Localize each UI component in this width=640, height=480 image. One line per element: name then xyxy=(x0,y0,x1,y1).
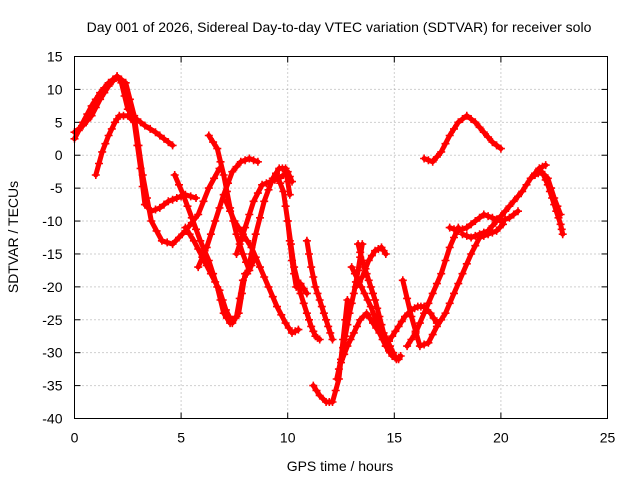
x-tick-label: 20 xyxy=(493,430,509,446)
series-arc-27 xyxy=(535,164,567,239)
y-tick-label: 0 xyxy=(55,147,63,163)
x-tick-label: 5 xyxy=(177,430,185,446)
series-arc-13 xyxy=(302,236,337,344)
y-tick-label: -10 xyxy=(42,213,62,229)
y-tick-label: 10 xyxy=(47,81,63,97)
series-arc-22 xyxy=(403,223,463,351)
grid xyxy=(74,56,608,419)
series-markers xyxy=(70,72,224,249)
series-markers xyxy=(181,223,250,328)
series-arc-3 xyxy=(70,72,224,249)
x-tick-label: 0 xyxy=(71,430,79,446)
series-arc-12 xyxy=(283,217,324,344)
x-tick-label: 10 xyxy=(280,430,296,446)
series-markers xyxy=(403,223,463,351)
x-tick-label: 25 xyxy=(600,430,616,446)
series-markers xyxy=(354,240,405,364)
x-tick-label: 15 xyxy=(387,430,403,446)
y-tick-label: -20 xyxy=(42,279,62,295)
y-axis-label: SDTVAR / TECUs xyxy=(5,181,21,293)
series-line xyxy=(206,133,257,273)
chart-title: Day 001 of 2026, Sidereal Day-to-day VTE… xyxy=(87,19,592,35)
y-tick-label: -15 xyxy=(42,246,62,262)
series-arc-5 xyxy=(181,223,250,328)
series-line xyxy=(172,172,246,326)
series-markers xyxy=(194,154,262,272)
plot-frame xyxy=(74,56,608,419)
x-axis-ticks: 0 5 10 15 20 25 xyxy=(71,56,616,446)
series-arc-24 xyxy=(445,207,522,235)
y-tick-label: -40 xyxy=(42,411,62,427)
data-series xyxy=(70,72,567,406)
series-arc-6 xyxy=(194,154,262,272)
series-arc-19 xyxy=(354,240,405,364)
y-axis-ticks: -40 -35 -30 -25 -20 -15 -10 -5 0 5 10 15 xyxy=(42,49,608,427)
x-axis-label: GPS time / hours xyxy=(287,458,394,474)
y-tick-label: -25 xyxy=(42,312,62,328)
series-arc-23 xyxy=(420,111,505,166)
series-markers xyxy=(283,217,324,344)
y-tick-label: -5 xyxy=(50,180,63,196)
y-tick-label: -30 xyxy=(42,345,62,361)
series-markers xyxy=(420,111,505,166)
series-markers xyxy=(302,236,337,344)
y-tick-label: 5 xyxy=(55,114,63,130)
series-markers xyxy=(535,164,567,239)
y-tick-label: -35 xyxy=(42,378,62,394)
y-tick-label: 15 xyxy=(47,49,63,65)
